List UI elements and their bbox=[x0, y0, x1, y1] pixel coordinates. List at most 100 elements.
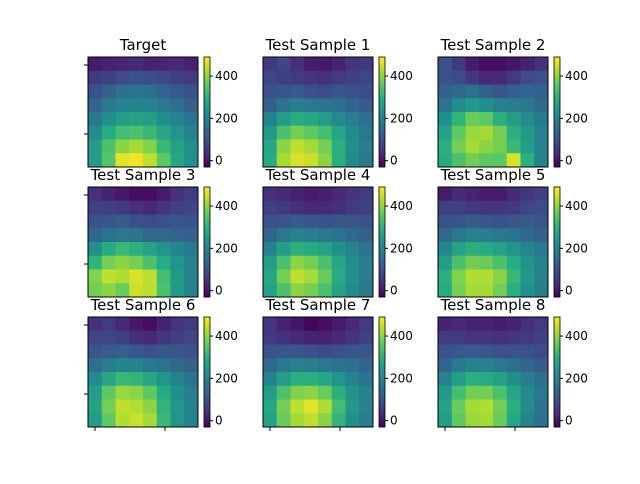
heatmap-cell bbox=[290, 399, 305, 414]
colorbar-segment bbox=[379, 150, 385, 153]
colorbar-segment bbox=[379, 90, 385, 93]
heatmap-cell bbox=[438, 399, 453, 414]
heatmap-cell bbox=[506, 283, 521, 298]
heatmap-cell bbox=[304, 153, 319, 168]
colorbar-segment bbox=[204, 397, 210, 400]
colorbar-segment bbox=[554, 68, 560, 71]
colorbar-segment bbox=[379, 58, 385, 61]
colorbar-segment bbox=[204, 357, 210, 360]
heatmap-cell bbox=[534, 57, 549, 72]
colorbar-segment bbox=[204, 68, 210, 71]
colorbar-tick-label: 400 bbox=[390, 329, 413, 343]
colorbar-segment bbox=[204, 66, 210, 69]
colorbar-segment bbox=[204, 348, 210, 351]
colorbar-segment bbox=[204, 412, 210, 415]
heatmap-cell bbox=[115, 255, 130, 270]
heatmap-cell bbox=[276, 283, 291, 298]
colorbar-segment bbox=[204, 320, 210, 323]
colorbar-segment bbox=[379, 342, 385, 345]
colorbar-segment bbox=[554, 384, 560, 387]
heatmap-cell bbox=[115, 399, 130, 414]
colorbar-segment bbox=[204, 253, 210, 256]
heatmap-cell bbox=[263, 269, 278, 284]
colorbar-segment bbox=[379, 269, 385, 272]
heatmap-cell bbox=[88, 330, 103, 345]
colorbar-segment bbox=[554, 295, 560, 298]
heatmap-cell bbox=[438, 317, 453, 332]
colorbar-segment bbox=[204, 135, 210, 138]
colorbar-segment bbox=[554, 397, 560, 400]
colorbar-segment bbox=[554, 99, 560, 102]
colorbar-segment bbox=[554, 348, 560, 351]
colorbar-segment bbox=[554, 203, 560, 206]
heatmap-cell bbox=[331, 385, 346, 400]
heatmap-cell bbox=[276, 413, 291, 428]
heatmap-cell bbox=[534, 112, 549, 127]
heatmap-cell bbox=[263, 358, 278, 373]
heatmap-cell bbox=[129, 358, 144, 373]
colorbar-segment bbox=[204, 359, 210, 362]
heatmap-cell bbox=[115, 125, 130, 140]
colorbar-segment bbox=[554, 192, 560, 195]
colorbar-segment bbox=[554, 370, 560, 373]
colorbar-segment bbox=[204, 196, 210, 199]
colorbar-segment bbox=[204, 57, 210, 60]
heatmap-cell bbox=[290, 187, 305, 202]
colorbar-segment bbox=[204, 97, 210, 100]
colorbar-segment bbox=[554, 229, 560, 232]
heatmap-cell bbox=[506, 98, 521, 113]
colorbar-segment bbox=[554, 231, 560, 234]
colorbar-segment bbox=[379, 412, 385, 415]
heatmap-cell bbox=[290, 125, 305, 140]
heatmap-cell bbox=[520, 255, 535, 270]
heatmap-cell bbox=[170, 358, 185, 373]
colorbar-segment bbox=[554, 91, 560, 94]
heatmap-cell bbox=[304, 139, 319, 154]
colorbar-segment bbox=[554, 90, 560, 93]
colorbar-segment bbox=[554, 82, 560, 85]
colorbar-segment bbox=[204, 322, 210, 325]
heatmap-cell bbox=[465, 228, 480, 243]
colorbar-segment bbox=[554, 362, 560, 365]
colorbar-segment bbox=[379, 123, 385, 126]
heatmap-cell bbox=[304, 228, 319, 243]
heatmap-cell bbox=[451, 98, 466, 113]
colorbar-segment bbox=[204, 350, 210, 353]
colorbar-segment bbox=[554, 58, 560, 61]
colorbar-segment bbox=[554, 328, 560, 331]
colorbar-segment bbox=[379, 64, 385, 67]
heatmap-cell bbox=[438, 344, 453, 359]
heatmap-cell bbox=[304, 98, 319, 113]
colorbar-segment bbox=[379, 267, 385, 270]
heatmap-cell bbox=[156, 385, 171, 400]
heatmap-cell bbox=[290, 317, 305, 332]
heatmap-cell bbox=[143, 269, 158, 284]
colorbar-segment bbox=[554, 337, 560, 340]
heatmap-cell bbox=[520, 269, 535, 284]
heatmap-cell bbox=[129, 98, 144, 113]
heatmap-cell bbox=[184, 283, 199, 298]
colorbar-segment bbox=[379, 390, 385, 393]
colorbar-tick-label: 400 bbox=[215, 69, 238, 83]
colorbar-segment bbox=[379, 71, 385, 74]
heatmap-cell bbox=[465, 269, 480, 284]
colorbar-segment bbox=[554, 196, 560, 199]
colorbar-segment bbox=[204, 284, 210, 287]
colorbar-segment bbox=[379, 68, 385, 71]
colorbar-segment bbox=[554, 410, 560, 413]
heatmap-cell bbox=[170, 255, 185, 270]
colorbar-segment bbox=[379, 117, 385, 120]
heatmap-cell bbox=[143, 187, 158, 202]
colorbar-segment bbox=[379, 264, 385, 267]
colorbar-segment bbox=[204, 392, 210, 395]
colorbar-segment bbox=[554, 62, 560, 65]
colorbar-segment bbox=[204, 406, 210, 409]
heatmap-cell bbox=[479, 125, 494, 140]
colorbar-segment bbox=[204, 390, 210, 393]
colorbar-segment bbox=[379, 113, 385, 116]
heatmap-cell bbox=[263, 153, 278, 168]
colorbar-segment bbox=[204, 88, 210, 91]
colorbar-segment bbox=[554, 379, 560, 382]
colorbar-segment bbox=[554, 318, 560, 321]
colorbar-segment bbox=[204, 79, 210, 82]
